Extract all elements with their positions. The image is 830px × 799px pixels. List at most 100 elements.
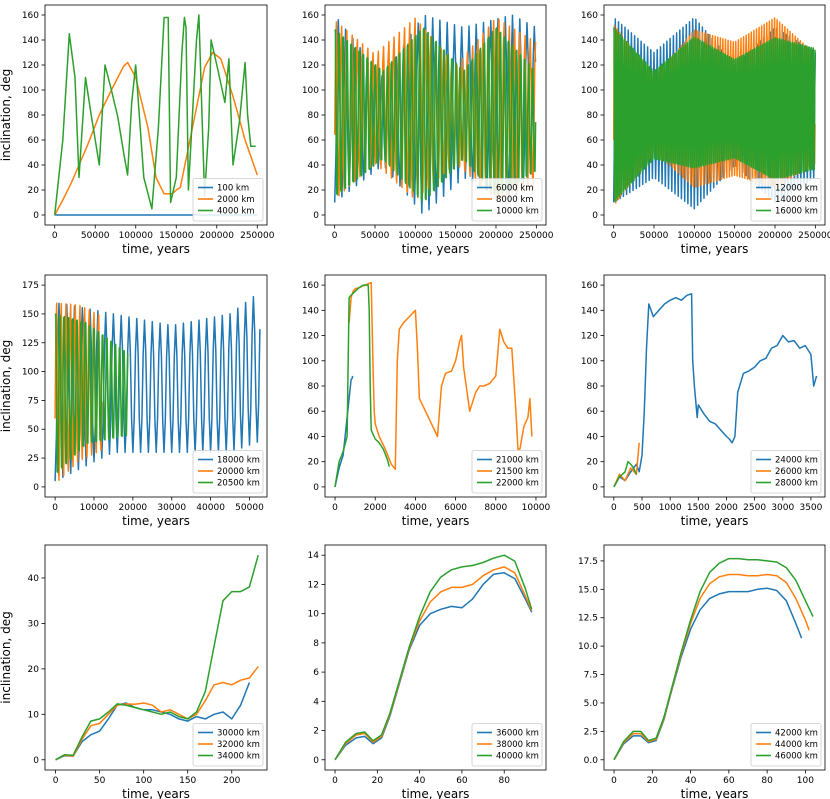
y-tick-label: 140 bbox=[581, 306, 598, 316]
y-tick-label: 120 bbox=[581, 332, 598, 342]
legend-entry: 32000 km bbox=[217, 740, 260, 750]
y-tick-label: 0 bbox=[313, 756, 319, 766]
series-group bbox=[612, 17, 817, 210]
y-tick-label: 160 bbox=[22, 11, 39, 21]
y-tick-label: 120 bbox=[22, 61, 39, 71]
x-tick-label: 250000 bbox=[798, 231, 830, 241]
series-group bbox=[613, 557, 814, 761]
series-line-2 bbox=[334, 566, 533, 761]
x-axis-label: time, years bbox=[122, 514, 190, 528]
legend-entry: 21500 km bbox=[496, 467, 539, 477]
y-tick-label: 140 bbox=[581, 36, 598, 46]
x-tick-label: 20000 bbox=[119, 503, 148, 513]
x-tick-label: 100000 bbox=[677, 231, 712, 241]
x-tick-label: 50000 bbox=[81, 231, 110, 241]
x-tick-label: 20 bbox=[647, 776, 659, 786]
series-line-3 bbox=[613, 557, 814, 761]
series-line-1 bbox=[55, 682, 251, 761]
y-tick-label: 120 bbox=[302, 61, 319, 71]
y-tick-label: 20 bbox=[308, 186, 320, 196]
y-tick-label: 60 bbox=[587, 407, 599, 417]
y-tick-label: 80 bbox=[308, 382, 320, 392]
y-tick-label: 20 bbox=[308, 458, 320, 468]
y-tick-label: 160 bbox=[302, 281, 319, 291]
x-tick-label: 1000 bbox=[659, 503, 682, 513]
y-tick-label: 25 bbox=[28, 454, 39, 464]
y-tick-label: 6 bbox=[313, 668, 319, 678]
y-tick-label: 20 bbox=[28, 186, 40, 196]
legend-entry: 24000 km bbox=[775, 456, 818, 466]
y-tick-label: 40 bbox=[587, 161, 599, 171]
series-line-3 bbox=[334, 554, 533, 761]
x-tick-label: 3000 bbox=[771, 503, 794, 513]
legend-entry: 12000 km bbox=[775, 184, 818, 194]
legend-entry: 18000 km bbox=[217, 456, 260, 466]
y-tick-label: 100 bbox=[302, 357, 319, 367]
x-tick-label: 100 bbox=[135, 776, 152, 786]
x-tick-label: 150000 bbox=[159, 231, 194, 241]
series-line-1 bbox=[613, 293, 818, 488]
x-tick-label: 150000 bbox=[717, 231, 752, 241]
x-tick-label: 100 bbox=[797, 776, 814, 786]
plot-frame bbox=[44, 544, 268, 771]
x-axis-label: time, years bbox=[122, 787, 190, 799]
y-tick-label: 60 bbox=[28, 136, 40, 146]
y-tick-label: 0 bbox=[313, 483, 319, 493]
x-tick-label: 10000 bbox=[80, 503, 109, 513]
y-tick-label: 120 bbox=[581, 61, 598, 71]
series-line-3 bbox=[334, 284, 391, 488]
legend-entry: 14000 km bbox=[775, 195, 818, 205]
x-tick-label: 2500 bbox=[743, 503, 766, 513]
y-tick-label: 160 bbox=[302, 11, 319, 21]
legend-entry: 20500 km bbox=[217, 479, 260, 489]
y-tick-label: 0 bbox=[33, 211, 39, 221]
subplot-6: 0 500 1000 1500 2000 2500 3000 3500 0 20 40 60 80 100… bbox=[581, 274, 826, 528]
subplot-7: 0 50 100 150 200 0 10 20 30 40 time, years inclinat… bbox=[0, 544, 268, 799]
x-tick-label: 60 bbox=[456, 776, 468, 786]
y-tick-label: 80 bbox=[587, 111, 599, 121]
x-tick-label: 100000 bbox=[398, 231, 433, 241]
series-line-2 bbox=[613, 442, 640, 488]
series-line-1 bbox=[613, 587, 803, 761]
x-tick-label: 3500 bbox=[799, 503, 822, 513]
legend-entry: 10000 km bbox=[496, 207, 539, 217]
x-tick-label: 150000 bbox=[438, 231, 473, 241]
x-tick-label: 0 bbox=[332, 231, 338, 241]
x-tick-label: 40 bbox=[414, 776, 426, 786]
series-line-3 bbox=[53, 14, 256, 216]
x-tick-label: 250000 bbox=[519, 231, 554, 241]
legend-entry: 100 km bbox=[217, 184, 249, 194]
y-tick-label: 40 bbox=[587, 432, 599, 442]
x-axis-label: time, years bbox=[681, 514, 749, 528]
x-axis-label: time, years bbox=[122, 242, 190, 256]
y-tick-label: 0 bbox=[33, 483, 39, 493]
x-tick-label: 40000 bbox=[196, 503, 225, 513]
y-tick-label: 50 bbox=[28, 425, 40, 435]
x-tick-label: 30000 bbox=[157, 503, 186, 513]
series-group bbox=[54, 295, 261, 482]
legend-entry: 26000 km bbox=[775, 467, 818, 477]
x-tick-label: 0 bbox=[611, 231, 617, 241]
x-tick-label: 200000 bbox=[479, 231, 514, 241]
y-tick-label: 175 bbox=[22, 281, 39, 291]
y-tick-label: 125 bbox=[22, 339, 39, 349]
x-tick-label: 0 bbox=[332, 776, 338, 786]
y-tick-label: 80 bbox=[308, 111, 320, 121]
x-tick-label: 200000 bbox=[758, 231, 793, 241]
y-tick-label: 17.5 bbox=[578, 557, 598, 567]
y-tick-label: 5.0 bbox=[584, 699, 599, 709]
legend-entry: 46000 km bbox=[775, 752, 818, 762]
y-tick-label: 160 bbox=[581, 11, 598, 21]
series-line-2 bbox=[54, 51, 259, 216]
subplot-2: 0 50000 100000 150000 200000 250000 0 20 40 60 80 1… bbox=[302, 4, 554, 256]
series-line-3 bbox=[55, 554, 259, 761]
y-tick-label: 100 bbox=[22, 368, 39, 378]
y-tick-label: 60 bbox=[308, 407, 320, 417]
y-tick-label: 0 bbox=[592, 211, 598, 221]
series-line-3 bbox=[54, 313, 129, 474]
